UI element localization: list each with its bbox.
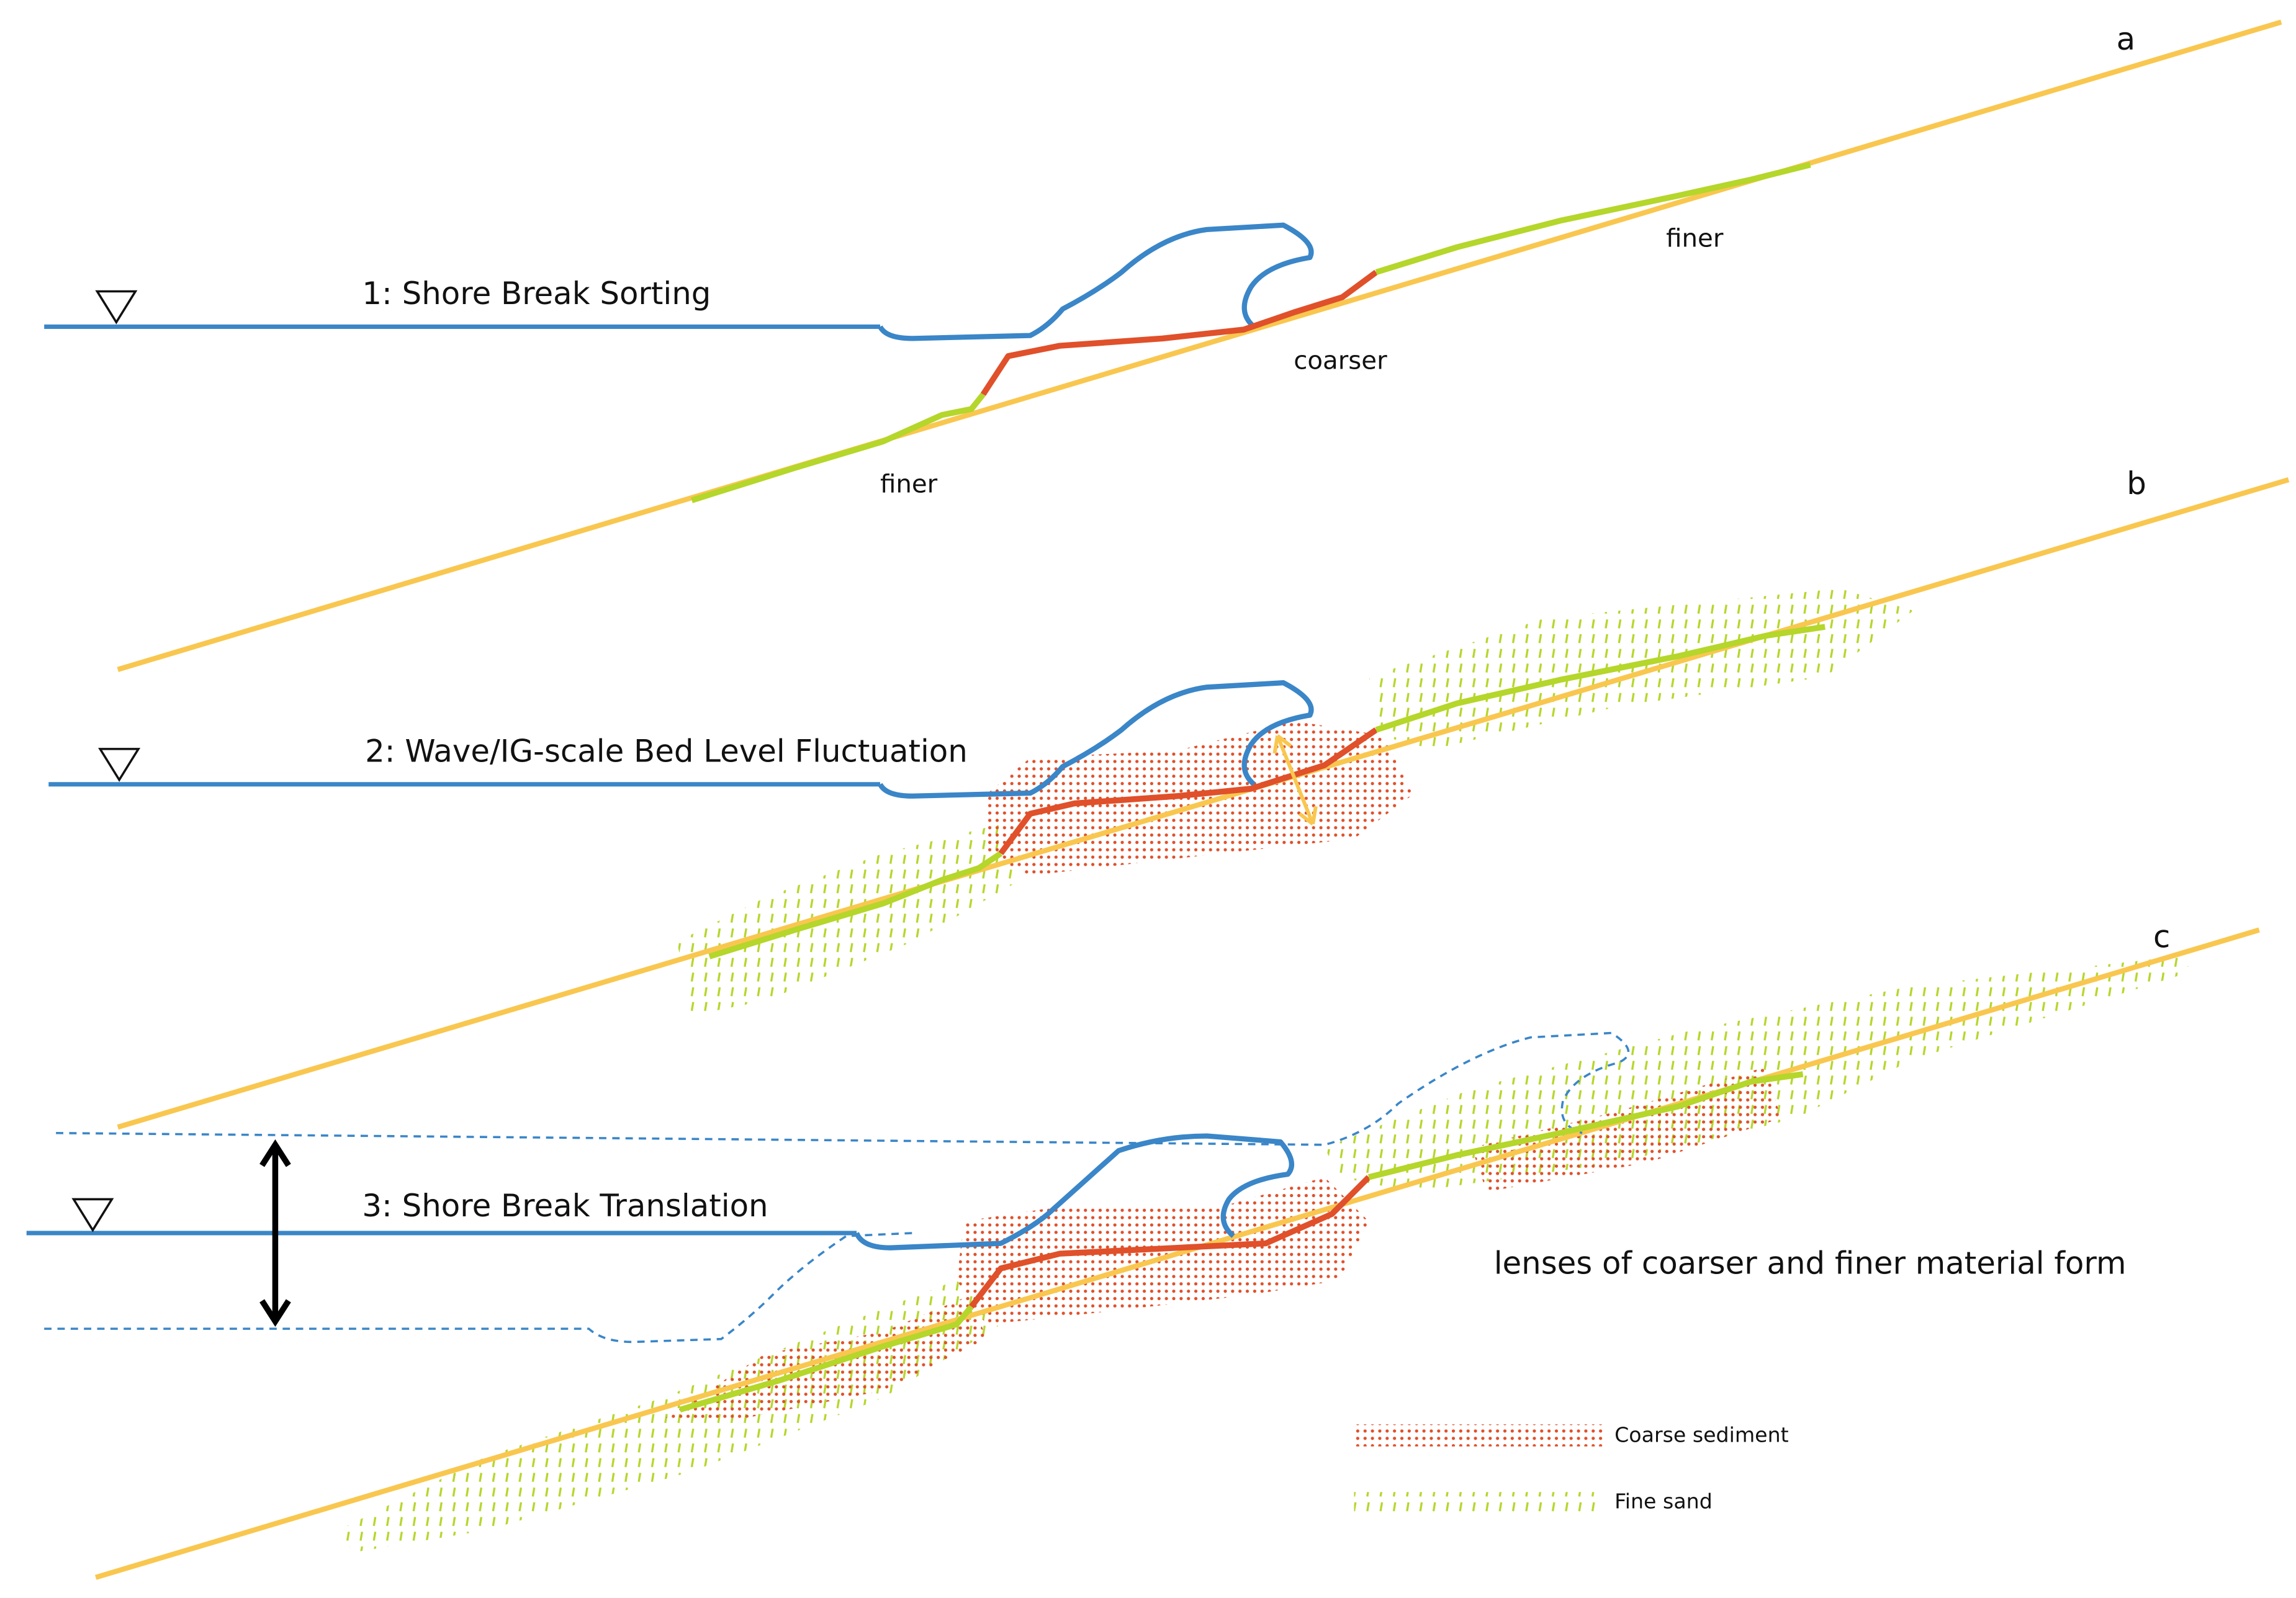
panel-a: 1: Shore Break Sorting finer coarser fin… — [44, 19, 2282, 672]
slope — [117, 19, 2282, 672]
label: coarser — [1294, 346, 1387, 375]
panel-letter: c — [2153, 918, 2170, 954]
panel-b: 2: Wave/IG-scale Bed Level Fluctuation b — [48, 465, 2290, 1130]
water-symbol — [71, 1198, 114, 1232]
label: finer — [880, 469, 938, 498]
coarser-bed — [998, 727, 1378, 856]
finer-bed — [679, 1304, 974, 1413]
panel-letter: b — [2127, 465, 2146, 501]
finer-bed — [1375, 161, 1811, 276]
slope — [117, 477, 2290, 1130]
finer-bed — [1368, 1071, 1804, 1180]
legend-swatch — [1354, 1424, 1605, 1447]
panel-title: 3: Shore Break Translation — [362, 1188, 768, 1224]
low-water-wave — [44, 1232, 913, 1344]
slope — [94, 927, 2260, 1580]
panel-title: 1: Shore Break Sorting — [362, 276, 711, 312]
legend-swatch — [1354, 1492, 1605, 1514]
fluctuation-arrow — [1272, 734, 1318, 826]
panel-c: 3: Shore Break Translation lenses of coa… — [26, 918, 2260, 1580]
fine-sand-area — [677, 824, 1016, 1016]
translation-arrow — [259, 1139, 291, 1327]
water-symbol — [95, 290, 138, 325]
finer-bed — [1375, 624, 1826, 733]
note: lenses of coarser and finer material for… — [1494, 1246, 2127, 1282]
legend-label: Fine sand — [1614, 1489, 1713, 1513]
finer-bed — [691, 392, 986, 503]
label: finer — [1666, 223, 1724, 253]
panel-letter: a — [2117, 21, 2136, 57]
legend: Coarse sediment Fine sand — [1354, 1423, 1789, 1514]
fine-sand-area — [1369, 588, 1914, 751]
coarse-sediment-area — [986, 720, 1413, 876]
legend-label: Coarse sediment — [1614, 1423, 1789, 1447]
water-symbol — [98, 748, 141, 783]
wave — [878, 680, 1314, 799]
coarser-bed — [980, 269, 1378, 397]
coarser-bed — [969, 1175, 1371, 1309]
finer-bed — [708, 851, 1003, 959]
panel-title: 2: Wave/IG-scale Bed Level Fluctuation — [365, 733, 968, 769]
wave — [854, 1133, 1294, 1250]
wave — [878, 222, 1314, 341]
